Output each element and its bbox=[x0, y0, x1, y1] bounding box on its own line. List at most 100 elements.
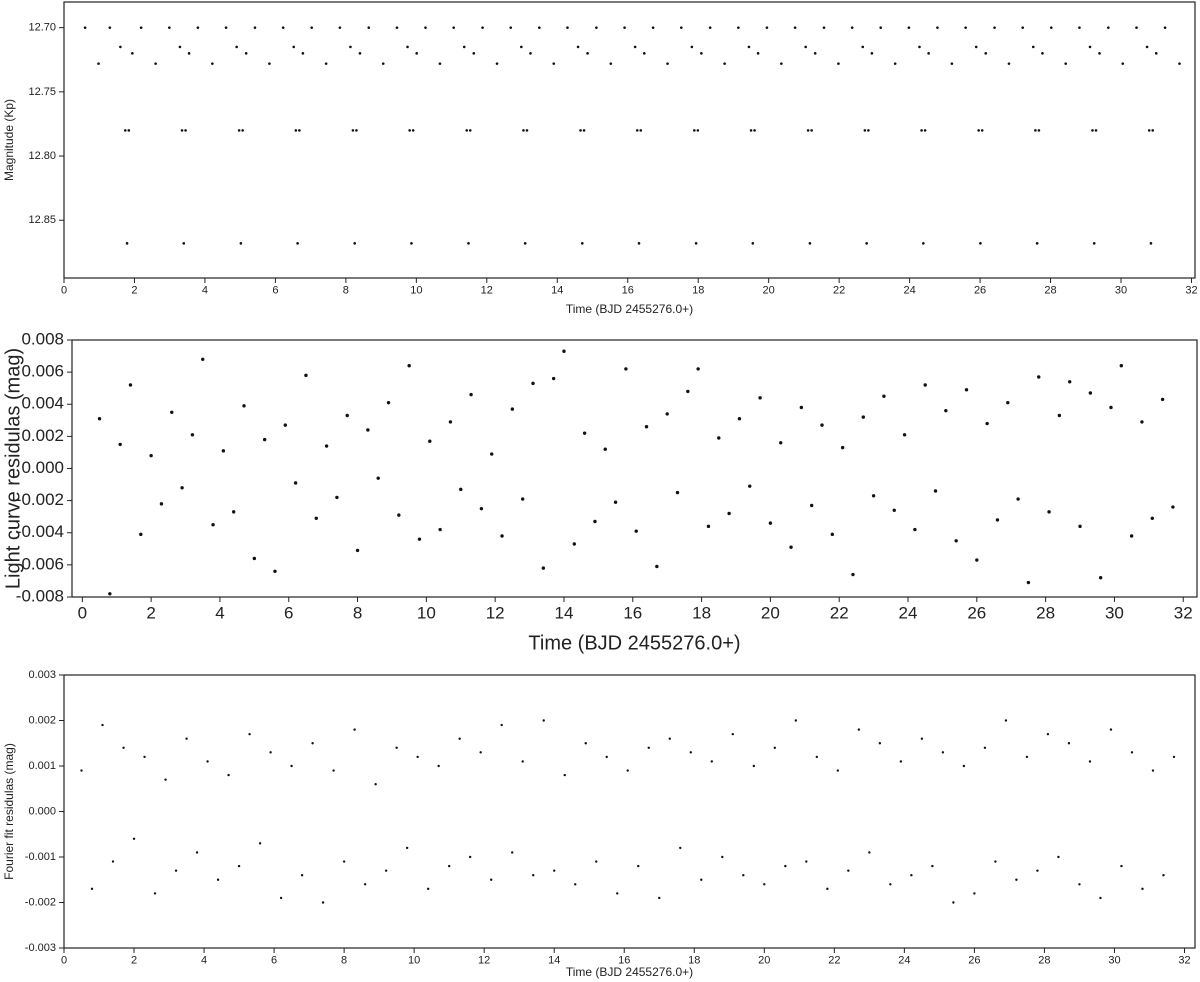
data-point bbox=[747, 45, 751, 49]
data-point bbox=[108, 26, 112, 29]
x-tick-label: 24 bbox=[899, 603, 918, 622]
x-tick-label: 18 bbox=[688, 955, 700, 967]
data-point bbox=[1141, 887, 1144, 891]
x-tick-label: 30 bbox=[1108, 955, 1120, 967]
data-point bbox=[572, 542, 576, 546]
data-point bbox=[1047, 510, 1051, 514]
data-point bbox=[1172, 755, 1176, 759]
data-point bbox=[889, 883, 892, 886]
data-point bbox=[579, 129, 582, 132]
data-point bbox=[920, 737, 924, 740]
data-point bbox=[122, 746, 125, 749]
data-point bbox=[335, 495, 339, 500]
data-point bbox=[763, 883, 766, 886]
y-tick-label: 0.002 bbox=[28, 714, 56, 726]
data-point bbox=[149, 453, 153, 458]
data-point bbox=[1129, 534, 1134, 538]
data-point bbox=[119, 45, 122, 49]
y-tick-label: 12.80 bbox=[28, 150, 56, 162]
data-point bbox=[139, 26, 143, 29]
data-point bbox=[472, 52, 476, 55]
x-axis-title: Time (BJD 2455276.0+) bbox=[566, 302, 693, 316]
data-point bbox=[994, 860, 997, 863]
data-point bbox=[292, 45, 296, 49]
data-point bbox=[227, 773, 230, 777]
data-point bbox=[647, 746, 650, 749]
data-point bbox=[954, 539, 958, 543]
data-point bbox=[355, 129, 358, 132]
data-point bbox=[603, 447, 607, 451]
data-point bbox=[1034, 129, 1037, 132]
x-tick-label: 28 bbox=[1038, 955, 1050, 967]
data-point bbox=[239, 242, 243, 245]
x-tick-label: 32 bbox=[1185, 285, 1197, 297]
x-tick-label: 10 bbox=[410, 285, 422, 297]
data-point bbox=[566, 26, 569, 29]
x-tick-label: 26 bbox=[974, 285, 986, 297]
data-point bbox=[808, 242, 812, 245]
data-point bbox=[321, 901, 325, 904]
data-point bbox=[426, 887, 430, 891]
data-point bbox=[363, 883, 367, 886]
x-tick-label: 4 bbox=[202, 285, 208, 297]
data-point bbox=[1041, 52, 1044, 55]
data-point bbox=[902, 433, 907, 437]
data-point bbox=[184, 129, 187, 132]
x-tick-label: 14 bbox=[551, 285, 563, 297]
data-point bbox=[626, 769, 629, 772]
data-point bbox=[416, 755, 419, 759]
data-point bbox=[258, 842, 262, 845]
y-tick-label: -0.002 bbox=[16, 490, 64, 509]
x-tick-label: 28 bbox=[1044, 285, 1056, 297]
data-point bbox=[221, 449, 226, 453]
x-tick-label: 0 bbox=[61, 955, 67, 967]
data-point bbox=[668, 737, 671, 740]
plot-frame bbox=[71, 339, 1198, 598]
data-point bbox=[281, 26, 285, 29]
data-point bbox=[428, 439, 432, 443]
x-tick-label: 20 bbox=[758, 955, 770, 967]
data-point bbox=[283, 423, 288, 427]
x-tick-label: 6 bbox=[271, 955, 277, 967]
data-point bbox=[462, 45, 466, 49]
data-point bbox=[1067, 742, 1071, 745]
data-point bbox=[1154, 52, 1158, 55]
data-point bbox=[510, 851, 514, 854]
x-tick-label: 32 bbox=[1178, 955, 1190, 967]
data-point bbox=[789, 545, 793, 549]
x-tick-label: 16 bbox=[623, 603, 642, 622]
x-tick-label: 4 bbox=[201, 955, 207, 967]
data-point bbox=[458, 737, 461, 740]
data-point bbox=[164, 778, 167, 781]
data-point bbox=[892, 508, 896, 512]
data-point bbox=[642, 52, 646, 55]
data-point bbox=[469, 392, 473, 397]
x-axis-title: Time (BJD 2455276.0+) bbox=[566, 965, 693, 979]
data-point bbox=[586, 52, 589, 55]
data-point bbox=[920, 129, 923, 132]
data-point bbox=[410, 242, 413, 245]
data-point bbox=[522, 129, 525, 132]
data-point bbox=[178, 45, 182, 49]
data-point bbox=[737, 26, 740, 29]
x-tick-label: 8 bbox=[353, 603, 362, 622]
data-point bbox=[666, 62, 669, 65]
data-point bbox=[481, 26, 484, 29]
data-point bbox=[80, 769, 83, 772]
data-point bbox=[1057, 413, 1062, 418]
y-tick-label: 0.001 bbox=[28, 760, 56, 772]
data-point bbox=[417, 537, 422, 541]
data-point bbox=[1026, 580, 1031, 585]
data-point bbox=[1006, 400, 1010, 405]
data-point bbox=[143, 755, 146, 759]
data-point bbox=[190, 433, 195, 437]
data-point bbox=[269, 751, 272, 754]
data-point bbox=[180, 486, 184, 490]
data-point bbox=[384, 869, 388, 872]
data-point bbox=[1021, 26, 1025, 29]
x-tick-label: 0 bbox=[78, 603, 87, 622]
data-point bbox=[1088, 45, 1092, 49]
data-point bbox=[639, 129, 643, 132]
data-point bbox=[779, 441, 783, 445]
